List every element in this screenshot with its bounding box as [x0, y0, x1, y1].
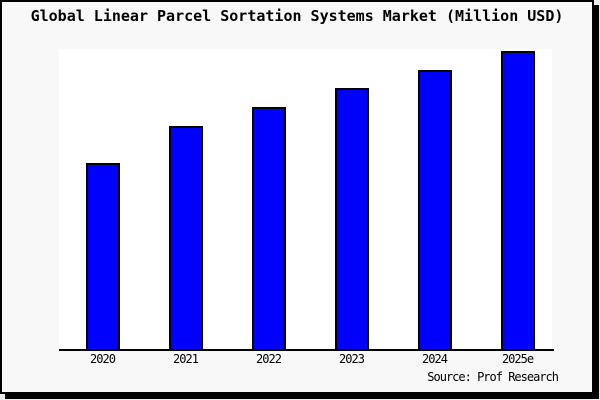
bar-2023 [334, 88, 369, 350]
plot-area [59, 49, 552, 350]
bar-2022 [251, 107, 286, 350]
x-tick-label-2022: 2022 [256, 352, 282, 366]
bar-2024 [417, 70, 452, 350]
bar-2020 [85, 163, 120, 350]
x-tick-label-2021: 2021 [173, 352, 199, 366]
x-tick-label-2020: 2020 [90, 352, 116, 366]
source-note: Source: Prof Research [427, 370, 559, 384]
bar-2025e [500, 51, 535, 350]
x-axis-line [59, 349, 554, 351]
x-tick-label-2025e: 2025e [501, 352, 534, 366]
bar-2021 [168, 126, 203, 350]
chart-title: Global Linear Parcel Sortation Systems M… [30, 7, 564, 25]
x-tick-label-2024: 2024 [422, 352, 448, 366]
x-tick-label-2023: 2023 [339, 352, 365, 366]
